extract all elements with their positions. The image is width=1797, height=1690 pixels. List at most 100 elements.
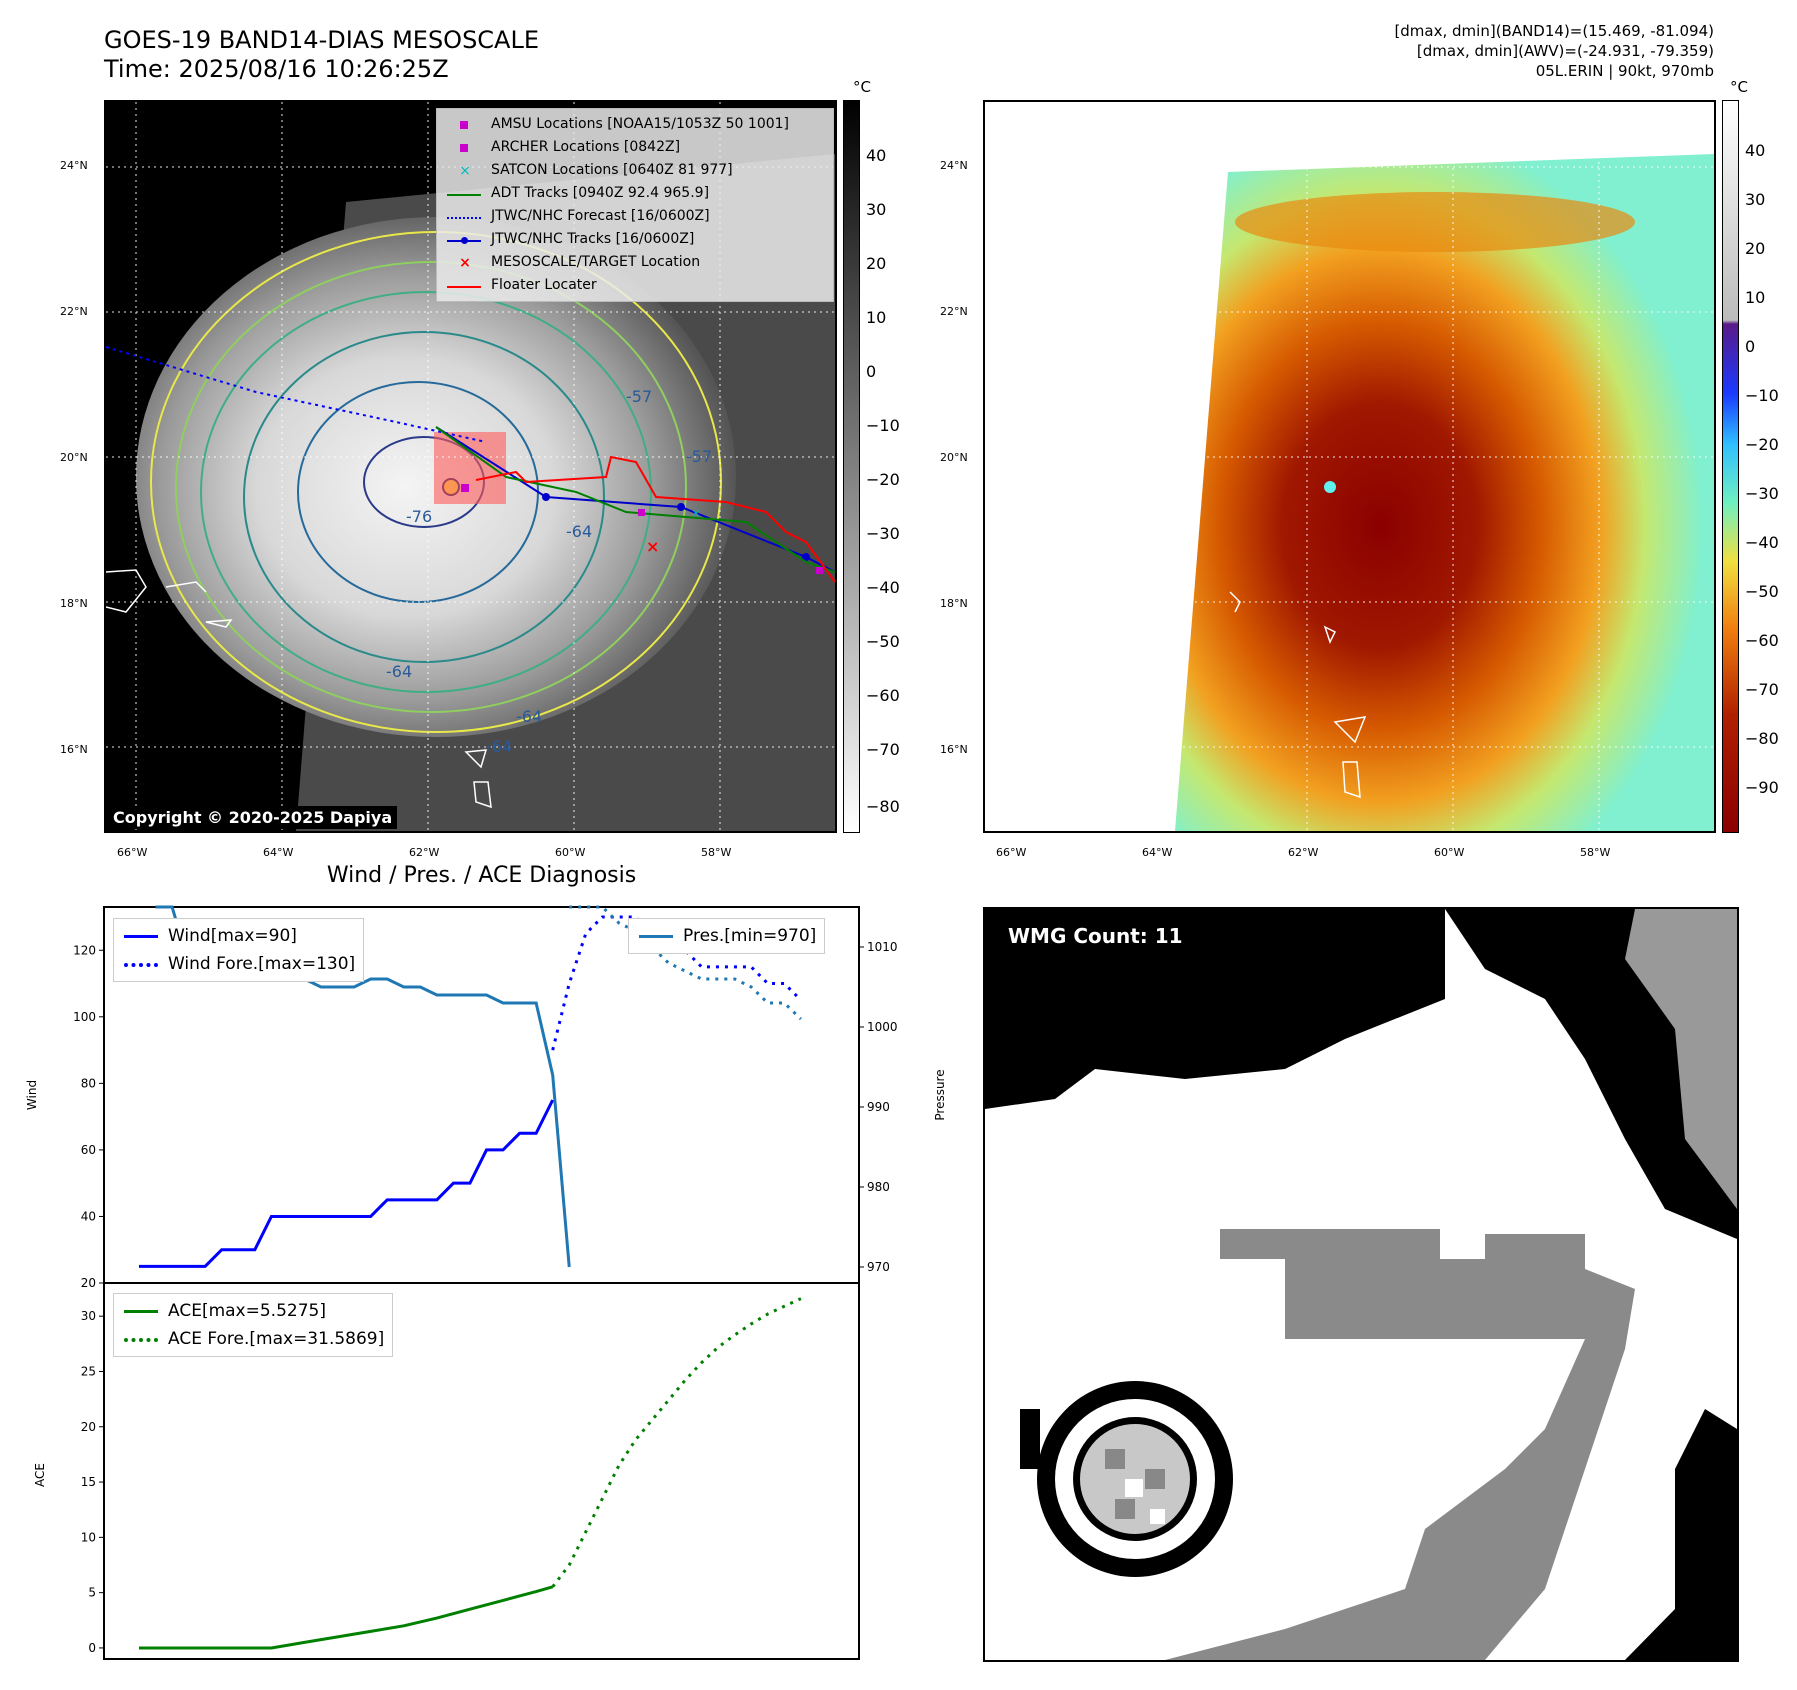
cb-tick: −30: [866, 524, 900, 543]
legend-adt: ADT Tracks [0940Z 92.4 965.9]: [491, 185, 710, 201]
y-tick-label: 15: [81, 1475, 96, 1489]
lat-label: 24°N: [60, 159, 88, 172]
y-tick-label: 10: [81, 1530, 96, 1544]
contour-label: -64: [516, 707, 542, 726]
ace-axis-label: ACE: [33, 1463, 47, 1487]
ace-series-line-0: [139, 1585, 554, 1650]
cb-tick: −30: [1745, 484, 1779, 503]
lat-label: 22°N: [60, 305, 88, 318]
line-icon: [445, 187, 485, 201]
unit-label: °C: [1730, 78, 1748, 96]
x-marker-icon: ×: [459, 162, 471, 179]
cb-tick: 40: [866, 146, 887, 165]
pressure-axis-label: Pressure: [933, 1069, 947, 1120]
map-legend: AMSU Locations [NOAA15/1053Z 50 1001] AR…: [436, 108, 834, 302]
svg-text:×: ×: [691, 506, 701, 520]
cb-tick: −70: [1745, 680, 1779, 699]
lat-label: 22°N: [940, 305, 968, 318]
gray-colorbar: [843, 100, 860, 833]
pres-legend: Pres.[min=970]: [628, 918, 826, 954]
y-tick-label: 25: [81, 1364, 96, 1378]
cb-tick: 0: [1745, 337, 1756, 356]
cb-tick: −40: [866, 578, 900, 597]
cb-tick: −60: [1745, 631, 1779, 650]
line-icon: [445, 279, 485, 293]
y-tick-label: 30: [81, 1309, 96, 1323]
cb-tick: −70: [866, 740, 900, 759]
square-marker-icon: [445, 118, 485, 132]
lat-label: 18°N: [60, 597, 88, 610]
ace-legend: ACE[max=5.5275] ACE Fore.[max=31.5869]: [113, 1293, 394, 1357]
y-tick-label: 100: [73, 1010, 96, 1024]
y-tick-label: 80: [81, 1076, 96, 1090]
wind-legend: Wind[max=90] Wind Fore.[max=130]: [113, 918, 365, 982]
y-tick-label: 20: [81, 1276, 96, 1290]
y-tick-label: 120: [73, 943, 96, 957]
cb-tick: 10: [1745, 288, 1766, 307]
wmg-image: [985, 909, 1737, 1660]
square-marker-icon: [445, 141, 485, 155]
legend-jtwc-forecast: JTWC/NHC Forecast [16/0600Z]: [491, 208, 710, 224]
lon-label: 58°W: [701, 846, 732, 859]
contour-label: -64: [486, 737, 512, 756]
y-tick-label: 5: [88, 1586, 96, 1600]
wmg-count-badge: WMG Count: 11: [1000, 921, 1191, 951]
diag-line-1: [dmax, dmin](BAND14)=(15.469, -81.094): [1394, 22, 1714, 40]
legend-jtwc-tracks: JTWC/NHC Tracks [16/0600Z]: [491, 231, 695, 247]
lon-label: 66°W: [117, 846, 148, 859]
cb-tick: −60: [866, 686, 900, 705]
cb-tick: −10: [866, 416, 900, 435]
y-tick-label: 0: [88, 1641, 96, 1655]
y-tick-label: 40: [81, 1209, 96, 1223]
chart-title: GOES-19 BAND14-DIAS MESOSCALE Time: 2025…: [104, 26, 539, 84]
y-tick-label: 1000: [867, 1020, 898, 1034]
awv-map-panel: [983, 100, 1716, 833]
cb-tick: 20: [866, 254, 887, 273]
legend-archer: ARCHER Locations [0842Z]: [491, 139, 681, 155]
cb-tick: −80: [1745, 729, 1779, 748]
legend-ace: ACE[max=5.5275]: [168, 1301, 326, 1321]
wmg-panel: WMG Count: 11: [983, 907, 1739, 1662]
copyright-badge: Copyright © 2020-2025 Dapiya: [108, 806, 398, 829]
unit-label: °C: [853, 78, 871, 96]
contour-label: -76: [406, 507, 432, 526]
svg-text:×: ×: [646, 537, 659, 556]
dotted-line-icon: [122, 957, 162, 971]
legend-wind-fore: Wind Fore.[max=130]: [168, 954, 356, 974]
color-colorbar: [1722, 100, 1739, 833]
y-tick-label: 990: [867, 1100, 890, 1114]
lat-label: 18°N: [940, 597, 968, 610]
ace-series-line-1: [551, 1297, 802, 1588]
diag-line-2: [dmax, dmin](AWV)=(-24.931, -79.359): [1416, 42, 1714, 60]
legend-satcon: SATCON Locations [0640Z 81 977]: [491, 162, 733, 178]
line-icon: [637, 929, 677, 943]
lon-label: 66°W: [996, 846, 1027, 859]
y-tick-label: 970: [867, 1260, 890, 1274]
lat-label: 16°N: [940, 743, 968, 756]
cb-tick: −50: [866, 632, 900, 651]
line-dot-icon: [445, 233, 485, 247]
contour-label: -57: [626, 387, 652, 406]
cb-tick: −10: [1745, 386, 1779, 405]
lon-label: 60°W: [555, 846, 586, 859]
diagnosis-chart: 20 40 60 80 100 120 970 980 990 1000 1010 0 5 10 15 2…: [25, 905, 947, 1660]
cb-tick: −20: [866, 470, 900, 489]
y-tick-label: 20: [81, 1420, 96, 1434]
cb-tick: −80: [866, 797, 900, 816]
lon-label: 62°W: [1288, 846, 1319, 859]
contour-label: -64: [386, 662, 412, 681]
lat-label: 20°N: [940, 451, 968, 464]
lon-label: 64°W: [1142, 846, 1173, 859]
series-line-1: [551, 915, 802, 1051]
lat-label: 16°N: [60, 743, 88, 756]
y-tick-label: 980: [867, 1180, 890, 1194]
contour-label: -57: [686, 447, 712, 466]
contour-label: -64: [566, 522, 592, 541]
lon-label: 62°W: [409, 846, 440, 859]
legend-ace-fore: ACE Fore.[max=31.5869]: [168, 1329, 385, 1349]
ir-map-image: × × -76 -64 -64 -64 -57 -57 -64: [106, 102, 835, 831]
cb-tick: 20: [1745, 239, 1766, 258]
cb-tick: −20: [1745, 435, 1779, 454]
cb-tick: 30: [866, 200, 887, 219]
legend-meso: MESOSCALE/TARGET Location: [491, 254, 701, 270]
